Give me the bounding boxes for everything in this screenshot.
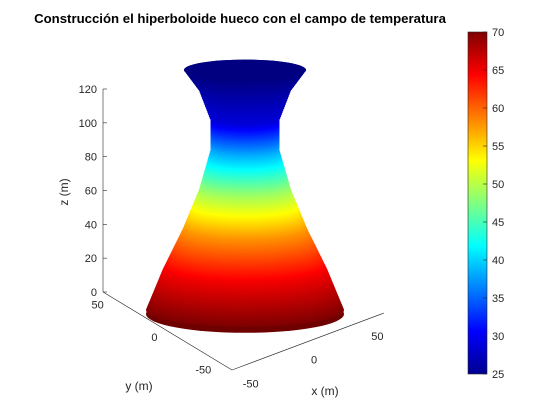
colorbar-tick-label: 40 xyxy=(492,255,504,267)
y-tick-label: 0 xyxy=(151,332,157,344)
colorbar-tick-label: 55 xyxy=(492,141,504,153)
x-axis-label: x (m) xyxy=(311,384,338,398)
y-axis-label: y (m) xyxy=(125,379,152,393)
y-tick-label: -50 xyxy=(195,365,211,377)
x-tick-label: 50 xyxy=(371,331,383,343)
colorbar-tick-label: 30 xyxy=(492,331,504,343)
colorbar-tick-label: 50 xyxy=(492,179,504,191)
z-tick-label: 0 xyxy=(91,287,97,299)
y-tick-label: 50 xyxy=(92,300,104,312)
colorbar-tick-label: 35 xyxy=(492,293,504,305)
x-axis-line xyxy=(231,312,385,371)
x-tick-label: 0 xyxy=(311,355,317,367)
z-axis-label: z (m) xyxy=(57,178,71,205)
surface-top-opening xyxy=(183,59,307,81)
colorbar-gradient xyxy=(467,31,488,375)
z-tick-label: 40 xyxy=(85,219,97,231)
colorbar-tick-label: 70 xyxy=(492,27,504,39)
z-tick-label: 80 xyxy=(85,152,97,164)
colorbar-tick-label: 25 xyxy=(492,369,504,381)
colorbar-tick-label: 45 xyxy=(492,217,504,229)
z-tick-label: 120 xyxy=(79,84,97,96)
y-axis-line xyxy=(102,291,233,371)
colorbar: 25 30 35 40 45 50 55 60 65 70 xyxy=(467,27,504,381)
z-tick-label: 60 xyxy=(85,186,97,198)
z-tick-label: 100 xyxy=(79,118,97,130)
colorbar-tick-label: 65 xyxy=(492,65,504,77)
hyperboloid-surface xyxy=(146,59,344,333)
z-tick-label: 20 xyxy=(85,253,97,265)
colorbar-tick-label: 60 xyxy=(492,103,504,115)
x-tick-label: -50 xyxy=(243,378,259,390)
chart-title: Construcción el hiperboloide hueco con e… xyxy=(34,11,446,26)
